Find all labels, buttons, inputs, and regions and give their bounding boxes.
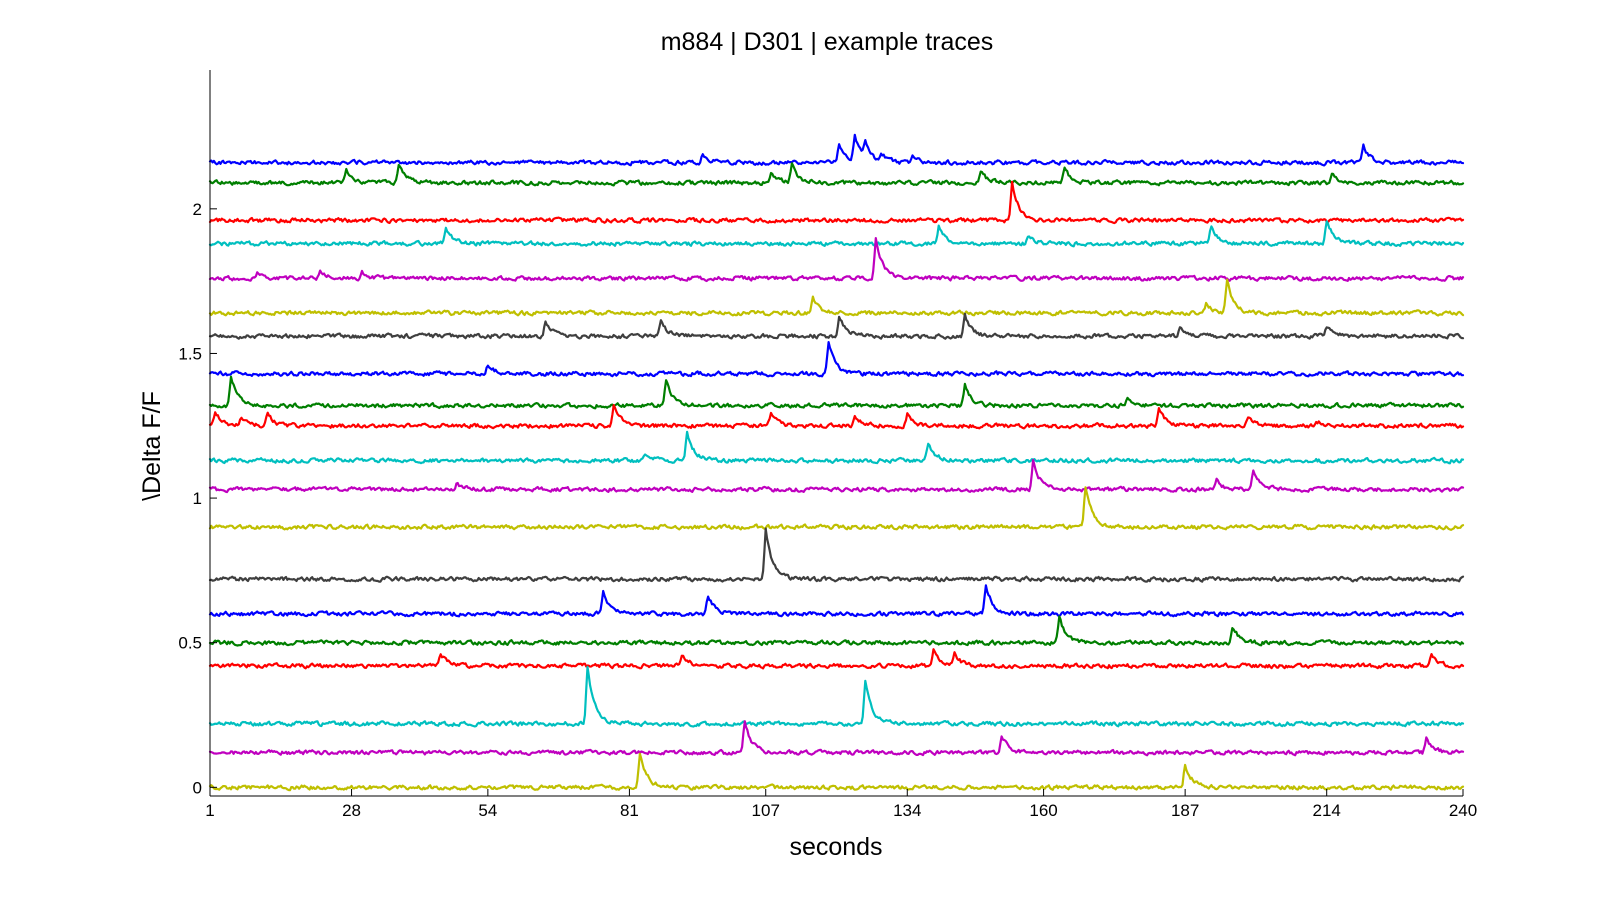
trace-line — [208, 615, 1465, 647]
x-axis-label: seconds — [789, 833, 882, 861]
trace-line — [208, 648, 1465, 670]
y-axis-label: \Delta F/F — [138, 391, 166, 501]
x-tick-label: 214 — [1313, 801, 1341, 820]
y-tick-label: 2 — [193, 200, 202, 219]
x-tick-label: 1 — [205, 801, 214, 820]
trace-line — [208, 752, 1465, 792]
trace-line — [208, 527, 1465, 583]
trace-line — [208, 312, 1465, 340]
trace-line — [208, 180, 1465, 225]
trace-line — [208, 375, 1465, 410]
x-tick-label: 54 — [478, 801, 497, 820]
trace-line — [208, 278, 1465, 317]
plot-area — [208, 133, 1465, 792]
x-tick-label: 160 — [1029, 801, 1057, 820]
trace-line — [208, 237, 1465, 283]
x-tick-label: 134 — [893, 801, 921, 820]
y-ticks: 0 0.5 1 1.5 2 — [178, 200, 217, 797]
x-tick-label: 107 — [752, 801, 780, 820]
x-tick-label: 81 — [620, 801, 639, 820]
trace-line — [208, 133, 1465, 167]
y-tick-label: 0 — [193, 778, 202, 797]
y-tick-label: 1.5 — [178, 344, 202, 363]
chart-title: m884 | D301 | example traces — [661, 28, 994, 56]
trace-line — [208, 584, 1465, 618]
y-tick-label: 0.5 — [178, 634, 202, 653]
x-tick-label: 240 — [1449, 801, 1477, 820]
trace-line — [208, 720, 1465, 757]
trace-line — [208, 404, 1465, 430]
x-ticks: 1 28 54 81 107 134 160 187 214 240 — [205, 789, 1477, 820]
x-tick-label: 28 — [342, 801, 361, 820]
trace-line — [208, 486, 1465, 531]
trace-line — [208, 665, 1465, 728]
trace-line — [208, 162, 1465, 187]
trace-line — [208, 220, 1465, 248]
trace-line — [208, 341, 1465, 378]
trace-line — [208, 430, 1465, 465]
trace-line — [208, 458, 1465, 494]
y-tick-label: 1 — [193, 489, 202, 508]
x-tick-label: 187 — [1171, 801, 1199, 820]
